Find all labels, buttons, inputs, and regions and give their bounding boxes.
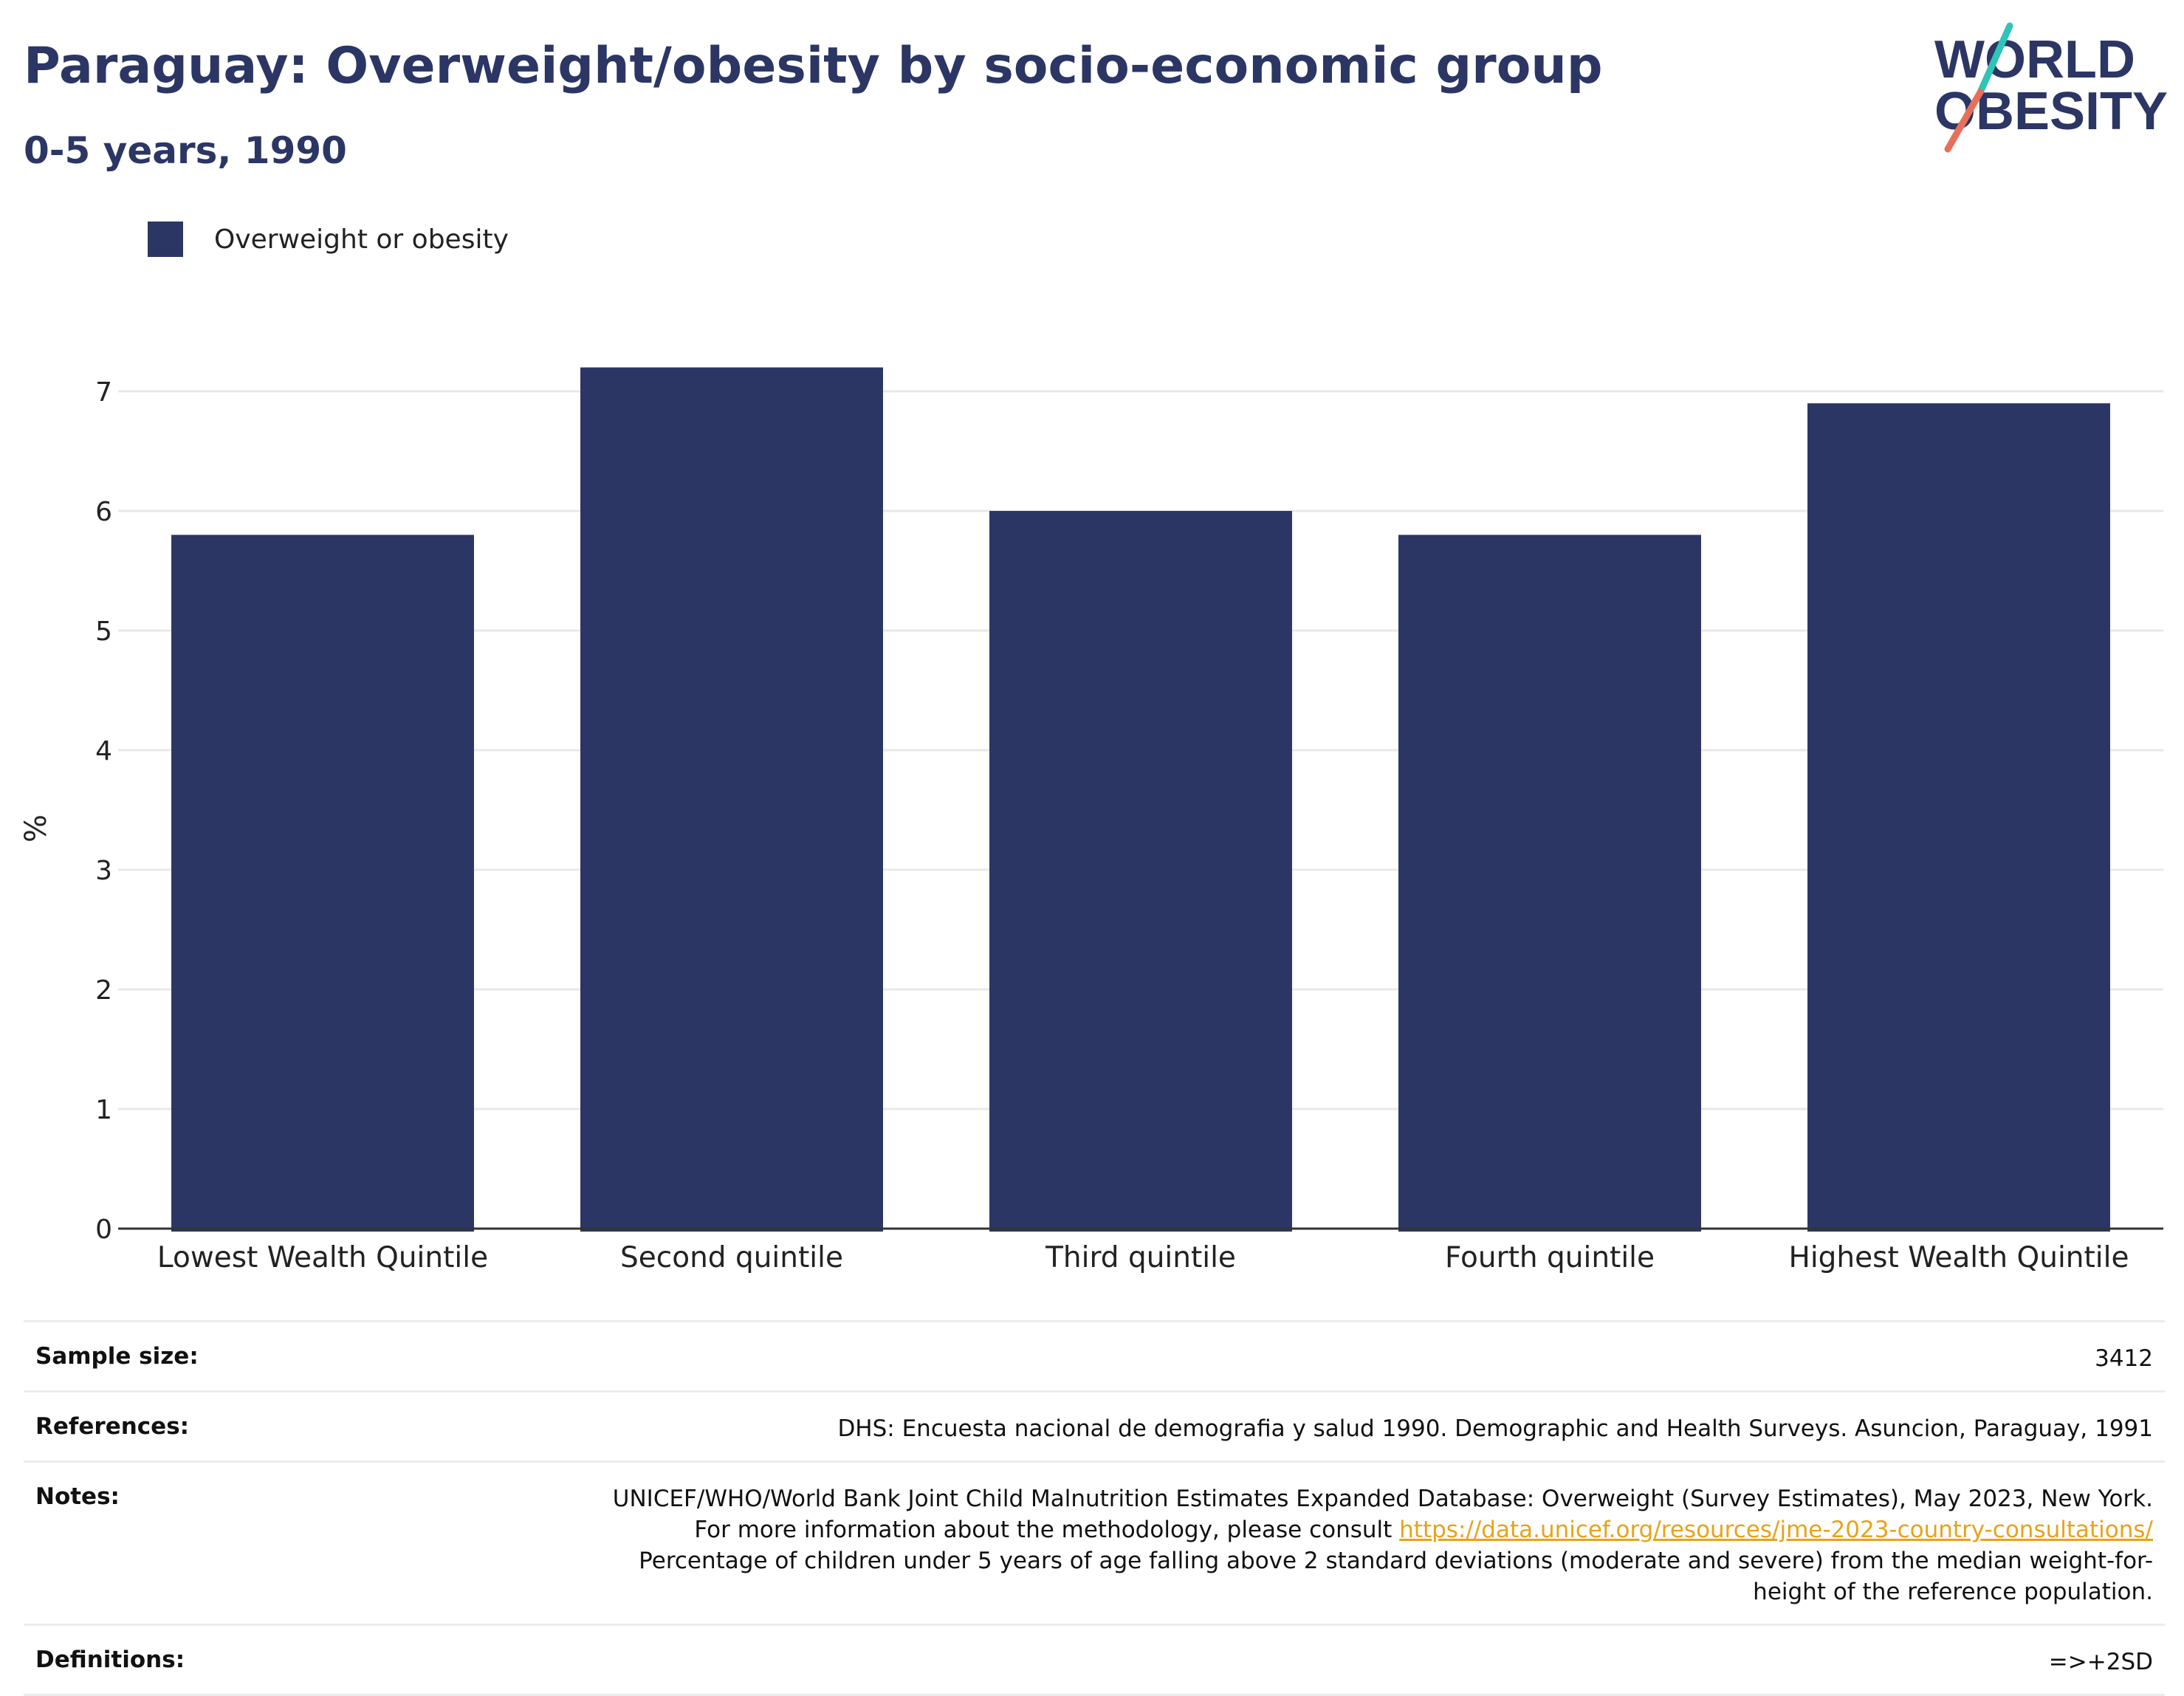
- references-label: References:: [35, 1413, 190, 1440]
- logo-line2: OBESITY: [1934, 82, 2168, 141]
- y-tick-label: 7: [95, 377, 112, 408]
- notes-label: Notes:: [35, 1483, 120, 1510]
- sample-size-row: Sample size: 3412: [24, 1320, 2165, 1390]
- references-value: DHS: Encuesta nacional de demografia y s…: [837, 1415, 2153, 1442]
- bar: [171, 535, 474, 1232]
- sample-size-value: 3412: [2095, 1345, 2153, 1372]
- notes-link[interactable]: https://data.unicef.org/resources/jme-20…: [1399, 1517, 2153, 1543]
- notes-text-before: UNICEF/WHO/World Bank Joint Child Malnut…: [612, 1486, 2153, 1543]
- definitions-label: Definitions:: [35, 1647, 185, 1673]
- x-tick-label: Third quintile: [1045, 1241, 1236, 1274]
- references-row: References: DHS: Encuesta nacional de de…: [24, 1390, 2165, 1460]
- y-tick-label: 5: [95, 617, 112, 647]
- legend-label: Overweight or obesity: [214, 224, 509, 255]
- y-tick-label: 6: [95, 497, 112, 527]
- notes-row: Notes: UNICEF/WHO/World Bank Joint Child…: [24, 1460, 2165, 1624]
- sample-size-label: Sample size:: [35, 1343, 199, 1370]
- bar: [1398, 535, 1701, 1232]
- definitions-value: =>+2SD: [2048, 1649, 2153, 1675]
- chart-legend: Overweight or obesity: [148, 222, 509, 257]
- x-tick-label: Second quintile: [620, 1241, 843, 1274]
- x-tick-label: Lowest Wealth Quintile: [157, 1241, 488, 1274]
- notes-value: UNICEF/WHO/World Bank Joint Child Malnut…: [602, 1483, 2153, 1607]
- x-tick-label: Fourth quintile: [1445, 1241, 1655, 1274]
- legend-swatch: [148, 222, 183, 257]
- chart-title: Paraguay: Overweight/obesity by socio-ec…: [24, 37, 1603, 95]
- x-tick-label: Highest Wealth Quintile: [1789, 1241, 2129, 1274]
- y-tick-label: 4: [95, 736, 112, 766]
- notes-text-after: Percentage of children under 5 years of …: [639, 1548, 2153, 1605]
- bar-chart: 0 1 2 3 4 5 6 7% Lowest Wealth Quintile Second qu…: [19, 367, 2163, 1274]
- y-tick-label: 1: [95, 1095, 112, 1125]
- world-obesity-logo: WORLD OBESITY: [1934, 22, 2168, 153]
- y-tick-label: 3: [95, 856, 112, 886]
- y-tick-label: 0: [95, 1215, 112, 1245]
- definitions-row: Definitions: =>+2SD: [24, 1624, 2165, 1696]
- logo-line1: WORLD: [1934, 30, 2135, 89]
- logo-slash-bottom: [1944, 89, 1984, 153]
- bar: [989, 511, 1292, 1232]
- y-tick-label: 2: [95, 975, 112, 1006]
- info-table: Sample size: 3412 References: DHS: Encue…: [24, 1320, 2165, 1696]
- logo-slash-top: [1977, 22, 2013, 96]
- bar: [580, 367, 883, 1232]
- bar: [1807, 403, 2110, 1232]
- chart-subtitle: 0-5 years, 1990: [24, 129, 347, 172]
- y-axis-label: %: [19, 814, 53, 842]
